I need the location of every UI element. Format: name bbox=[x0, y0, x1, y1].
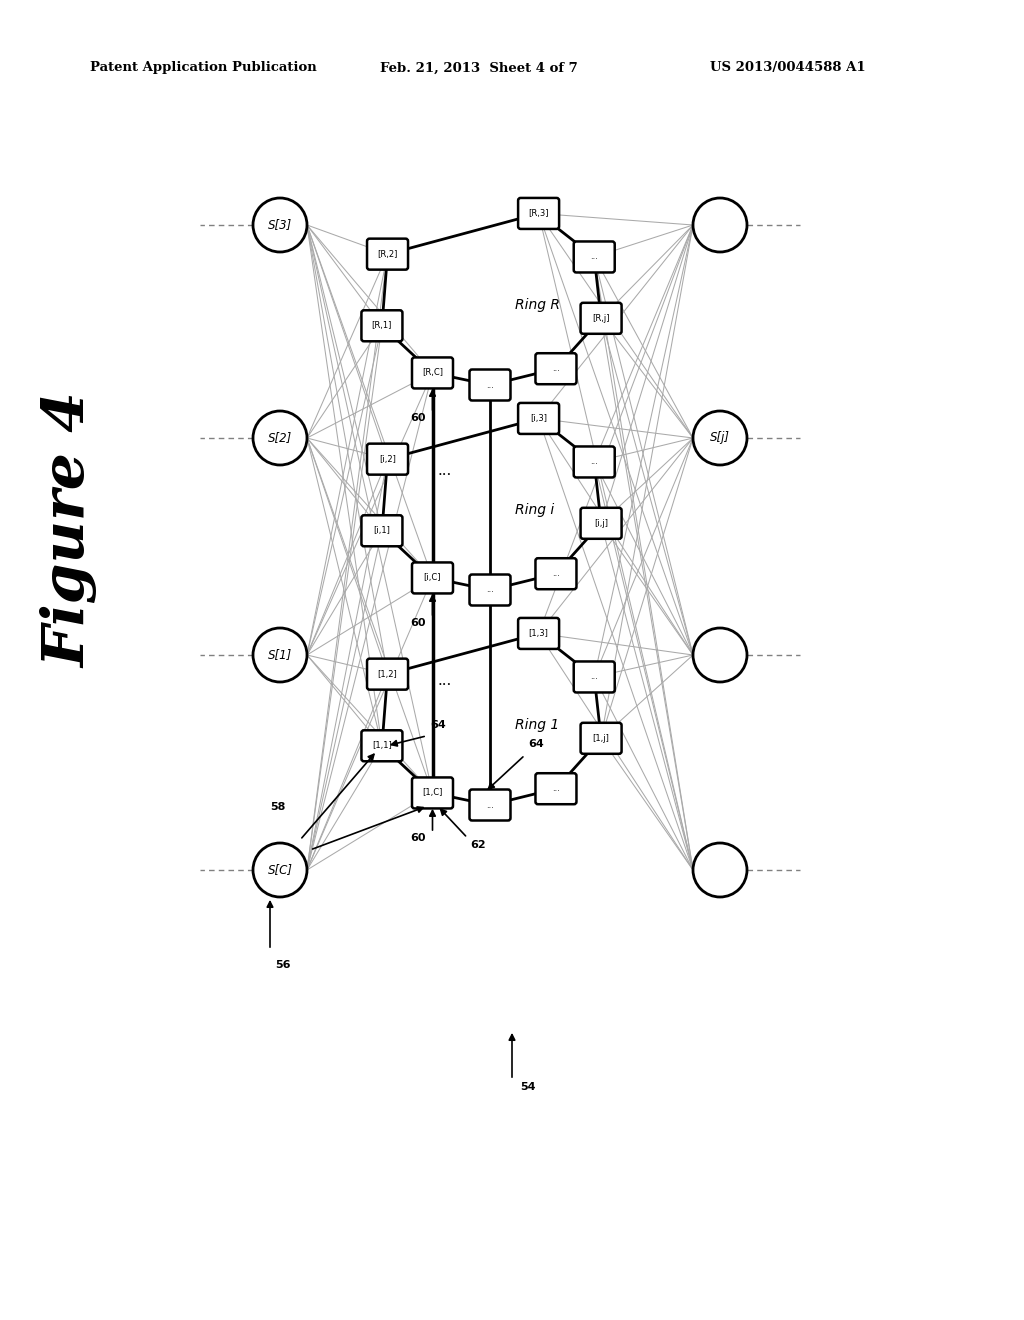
FancyBboxPatch shape bbox=[361, 310, 402, 342]
Text: [i,1]: [i,1] bbox=[374, 527, 390, 536]
Circle shape bbox=[693, 628, 746, 682]
Text: ...: ... bbox=[486, 380, 494, 389]
FancyBboxPatch shape bbox=[469, 789, 511, 821]
Text: [R,C]: [R,C] bbox=[422, 368, 443, 378]
FancyBboxPatch shape bbox=[469, 370, 511, 400]
FancyBboxPatch shape bbox=[536, 774, 577, 804]
FancyBboxPatch shape bbox=[367, 444, 408, 475]
Text: [1,j]: [1,j] bbox=[593, 734, 609, 743]
FancyBboxPatch shape bbox=[412, 358, 453, 388]
Text: S[j]: S[j] bbox=[710, 432, 730, 445]
Text: [1,2]: [1,2] bbox=[378, 669, 397, 678]
Text: S[C]: S[C] bbox=[267, 863, 293, 876]
Text: [1,C]: [1,C] bbox=[422, 788, 442, 797]
Text: ...: ... bbox=[552, 569, 560, 578]
Circle shape bbox=[693, 411, 746, 465]
Text: S[2]: S[2] bbox=[268, 432, 292, 445]
Text: ...: ... bbox=[486, 800, 494, 809]
Text: [R,j]: [R,j] bbox=[592, 314, 610, 323]
Text: 60: 60 bbox=[411, 618, 426, 628]
Text: US 2013/0044588 A1: US 2013/0044588 A1 bbox=[710, 62, 865, 74]
Text: Figure 4: Figure 4 bbox=[42, 392, 98, 668]
FancyBboxPatch shape bbox=[361, 515, 402, 546]
Circle shape bbox=[253, 843, 307, 898]
Text: 60: 60 bbox=[411, 413, 426, 422]
FancyBboxPatch shape bbox=[536, 354, 577, 384]
FancyBboxPatch shape bbox=[367, 659, 408, 689]
FancyBboxPatch shape bbox=[412, 562, 453, 594]
FancyBboxPatch shape bbox=[518, 403, 559, 434]
Circle shape bbox=[253, 411, 307, 465]
Text: 60: 60 bbox=[411, 833, 426, 843]
Circle shape bbox=[253, 628, 307, 682]
Circle shape bbox=[253, 198, 307, 252]
Text: [i,2]: [i,2] bbox=[379, 454, 396, 463]
Text: [1,1]: [1,1] bbox=[372, 742, 392, 750]
FancyBboxPatch shape bbox=[573, 661, 614, 693]
Text: Ring i: Ring i bbox=[515, 503, 554, 517]
FancyBboxPatch shape bbox=[581, 723, 622, 754]
FancyBboxPatch shape bbox=[367, 239, 408, 269]
FancyBboxPatch shape bbox=[518, 198, 559, 228]
FancyBboxPatch shape bbox=[581, 508, 622, 539]
Text: [i,j]: [i,j] bbox=[594, 519, 608, 528]
Text: ...: ... bbox=[552, 364, 560, 374]
Circle shape bbox=[693, 843, 746, 898]
Circle shape bbox=[693, 198, 746, 252]
Text: 64: 64 bbox=[528, 739, 544, 748]
Text: [R,2]: [R,2] bbox=[378, 249, 397, 259]
Text: Patent Application Publication: Patent Application Publication bbox=[90, 62, 316, 74]
FancyBboxPatch shape bbox=[469, 574, 511, 606]
Text: ...: ... bbox=[437, 465, 452, 478]
Text: S[3]: S[3] bbox=[268, 219, 292, 231]
Text: 62: 62 bbox=[470, 840, 486, 850]
Text: [i,3]: [i,3] bbox=[530, 414, 547, 422]
FancyBboxPatch shape bbox=[573, 446, 614, 478]
Text: 64: 64 bbox=[430, 719, 445, 730]
Text: 56: 56 bbox=[275, 960, 291, 970]
Text: [1,3]: [1,3] bbox=[528, 628, 549, 638]
Text: ...: ... bbox=[590, 252, 598, 261]
Text: Feb. 21, 2013  Sheet 4 of 7: Feb. 21, 2013 Sheet 4 of 7 bbox=[380, 62, 578, 74]
FancyBboxPatch shape bbox=[361, 730, 402, 762]
Text: 54: 54 bbox=[520, 1082, 536, 1092]
Text: ...: ... bbox=[437, 675, 452, 689]
Text: [i,C]: [i,C] bbox=[424, 573, 441, 582]
Text: Ring 1: Ring 1 bbox=[515, 718, 559, 733]
FancyBboxPatch shape bbox=[536, 558, 577, 589]
FancyBboxPatch shape bbox=[412, 777, 453, 808]
Text: ...: ... bbox=[486, 586, 494, 594]
Text: ...: ... bbox=[590, 458, 598, 466]
Text: 58: 58 bbox=[270, 803, 286, 812]
Text: Ring R: Ring R bbox=[515, 298, 560, 312]
Text: ...: ... bbox=[552, 784, 560, 793]
Text: [R,3]: [R,3] bbox=[528, 209, 549, 218]
Text: [R,1]: [R,1] bbox=[372, 321, 392, 330]
Text: S[1]: S[1] bbox=[268, 648, 292, 661]
Text: ...: ... bbox=[590, 672, 598, 681]
FancyBboxPatch shape bbox=[518, 618, 559, 649]
FancyBboxPatch shape bbox=[581, 302, 622, 334]
FancyBboxPatch shape bbox=[573, 242, 614, 272]
